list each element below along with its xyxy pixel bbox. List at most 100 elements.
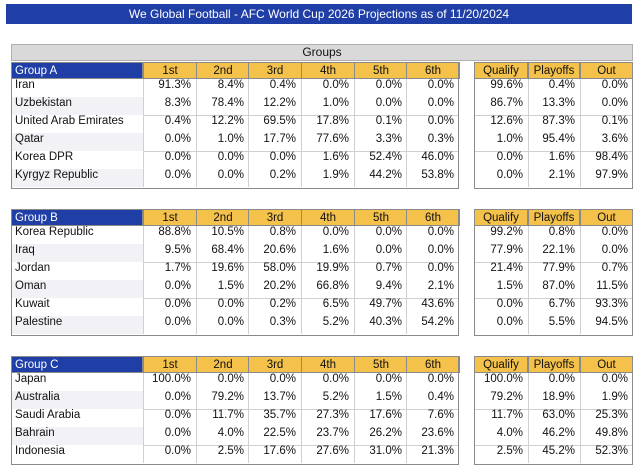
summary-probability: 0.0%	[580, 226, 633, 244]
place-probability: 0.0%	[143, 133, 196, 151]
place-probability: 0.0%	[406, 373, 459, 391]
row-separator	[11, 298, 459, 299]
team-name: Australia	[11, 391, 143, 409]
place-probability: 66.8%	[301, 280, 354, 298]
place-probability: 1.6%	[301, 244, 354, 262]
place-probability: 0.4%	[406, 391, 459, 409]
place-probability: 17.8%	[301, 115, 354, 133]
place-probability: 8.4%	[196, 79, 249, 97]
team-name: Uzbekistan	[11, 97, 143, 115]
place-probability: 0.0%	[301, 226, 354, 244]
column-header: 4th	[301, 356, 355, 373]
team-name: Kyrgyz Republic	[11, 169, 143, 187]
place-probability: 54.2%	[406, 316, 459, 334]
place-probability: 53.8%	[406, 169, 459, 187]
summary-probability: 1.6%	[528, 151, 580, 169]
summary-probability: 21.4%	[474, 262, 528, 280]
column-header: 1st	[143, 209, 197, 226]
place-probability: 23.6%	[406, 427, 459, 445]
place-probability: 0.0%	[354, 373, 407, 391]
groups-header: Groups	[11, 44, 633, 61]
place-probability: 26.2%	[354, 427, 407, 445]
summary-probability: 87.0%	[528, 280, 580, 298]
column-header: 5th	[354, 356, 408, 373]
summary-probability: 95.4%	[528, 133, 580, 151]
summary-probability: 77.9%	[474, 244, 528, 262]
summary-probability: 0.1%	[580, 115, 633, 133]
summary-column-header: Playoffs	[528, 62, 580, 79]
place-probability: 13.7%	[248, 391, 301, 409]
place-probability: 0.0%	[301, 373, 354, 391]
row-separator	[11, 409, 459, 410]
place-probability: 2.5%	[196, 445, 249, 463]
place-probability: 0.0%	[354, 244, 407, 262]
place-probability: 52.4%	[354, 151, 407, 169]
place-probability: 1.9%	[301, 169, 354, 187]
team-name: Korea DPR	[11, 151, 143, 169]
summary-probability: 0.0%	[580, 79, 633, 97]
column-header: 1st	[143, 356, 197, 373]
place-probability: 0.8%	[248, 226, 301, 244]
summary-probability: 98.4%	[580, 151, 633, 169]
summary-probability: 100.0%	[474, 373, 528, 391]
summary-probability: 63.0%	[528, 409, 580, 427]
place-probability: 0.0%	[196, 298, 249, 316]
place-probability: 19.6%	[196, 262, 249, 280]
place-probability: 0.0%	[143, 280, 196, 298]
team-name: United Arab Emirates	[11, 115, 143, 133]
place-probability: 0.0%	[143, 316, 196, 334]
place-probability: 79.2%	[196, 391, 249, 409]
column-header: 1st	[143, 62, 197, 79]
summary-probability: 0.0%	[474, 169, 528, 187]
summary-column-header: Qualify	[474, 356, 528, 373]
column-header: 2nd	[196, 62, 250, 79]
place-probability: 0.2%	[248, 169, 301, 187]
row-separator	[11, 262, 459, 263]
summary-probability: 1.5%	[474, 280, 528, 298]
summary-column-header: Playoffs	[528, 356, 580, 373]
place-probability: 0.0%	[196, 169, 249, 187]
summary-probability: 77.9%	[528, 262, 580, 280]
place-probability: 22.5%	[248, 427, 301, 445]
place-probability: 1.6%	[301, 151, 354, 169]
page-title: We Global Football - AFC World Cup 2026 …	[6, 4, 632, 24]
team-name: Saudi Arabia	[11, 409, 143, 427]
team-name: Japan	[11, 373, 143, 391]
summary-probability: 87.3%	[528, 115, 580, 133]
row-separator	[11, 445, 459, 446]
place-probability: 1.0%	[196, 133, 249, 151]
place-probability: 0.4%	[143, 115, 196, 133]
row-separator	[474, 151, 633, 152]
group-name: Group A	[11, 62, 143, 79]
summary-probability: 0.7%	[580, 262, 633, 280]
summary-probability: 0.0%	[580, 97, 633, 115]
column-header: 3rd	[248, 209, 302, 226]
place-probability: 6.5%	[301, 298, 354, 316]
summary-probability: 0.4%	[528, 79, 580, 97]
place-probability: 2.1%	[406, 280, 459, 298]
summary-column-header: Out	[580, 209, 633, 226]
place-probability: 1.5%	[354, 391, 407, 409]
summary-probability: 93.3%	[580, 298, 633, 316]
row-separator	[474, 409, 633, 410]
place-probability: 0.0%	[143, 151, 196, 169]
place-probability: 0.3%	[248, 316, 301, 334]
place-probability: 0.0%	[143, 391, 196, 409]
place-probability: 17.6%	[248, 445, 301, 463]
summary-column-header: Playoffs	[528, 209, 580, 226]
team-name: Kuwait	[11, 298, 143, 316]
place-probability: 0.0%	[406, 226, 459, 244]
place-probability: 0.0%	[196, 373, 249, 391]
place-probability: 23.7%	[301, 427, 354, 445]
row-separator	[11, 151, 459, 152]
place-probability: 69.5%	[248, 115, 301, 133]
summary-probability: 1.9%	[580, 391, 633, 409]
place-probability: 0.0%	[196, 316, 249, 334]
place-probability: 0.0%	[406, 79, 459, 97]
summary-column-header: Qualify	[474, 62, 528, 79]
place-probability: 0.0%	[406, 244, 459, 262]
summary-probability: 0.0%	[528, 373, 580, 391]
team-name: Qatar	[11, 133, 143, 151]
row-separator	[474, 262, 633, 263]
place-probability: 0.0%	[143, 298, 196, 316]
